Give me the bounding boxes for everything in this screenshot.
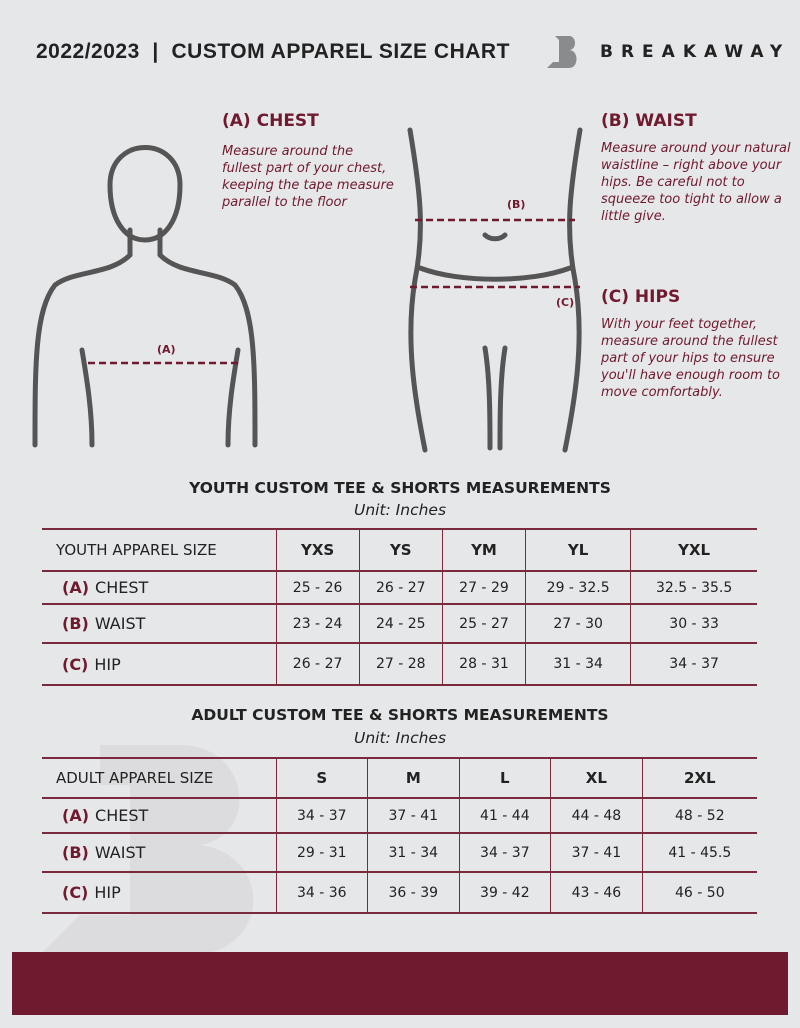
breakaway-logo-icon	[547, 36, 577, 68]
cell: 34 - 37	[275, 797, 368, 834]
row-header: ADULT APPAREL SIZE	[42, 757, 276, 799]
hips-marker: (C)	[556, 296, 575, 309]
row-label: (B) WAIST	[42, 832, 276, 873]
cell: 46 - 50	[641, 871, 757, 914]
table-row: (B) WAIST 29 - 31 31 - 34 34 - 37 37 - 41 41 …	[42, 832, 757, 873]
chest-guide-title: (A) CHEST	[222, 111, 319, 131]
cell: 27 - 30	[525, 603, 631, 644]
youth-section-title: YOUTH CUSTOM TEE & SHORTS MEASUREMENTS	[189, 479, 611, 497]
upper-body-figure	[32, 145, 258, 448]
row-header: YOUTH APPAREL SIZE	[42, 528, 276, 572]
waist-guide-text: Measure around your natural waistline – …	[601, 141, 791, 224]
size-column: M	[367, 757, 460, 799]
table-row: (A) CHEST 25 - 26 26 - 27 27 - 29 29 - 32.5 3…	[42, 570, 757, 605]
cell: 48 - 52	[641, 797, 757, 834]
page-title: 2022/2023 | CUSTOM APPAREL SIZE CHART	[36, 40, 510, 63]
footer-bar	[12, 952, 788, 1015]
adult-section-title: ADULT CUSTOM TEE & SHORTS MEASUREMENTS	[191, 706, 609, 724]
row-label: (C) HIP	[42, 642, 276, 686]
size-column: 2XL	[641, 757, 757, 799]
hips-guide-title: (C) HIPS	[601, 287, 681, 307]
cell: 32.5 - 35.5	[630, 570, 757, 605]
brand-name: BREAKAWAY	[600, 42, 791, 62]
cell: 34 - 36	[275, 871, 368, 914]
lower-body-figure	[407, 127, 583, 453]
youth-size-table: YOUTH APPAREL SIZE YXS YS YM YL YXL (A) C…	[42, 528, 757, 686]
row-label: (A) CHEST	[42, 570, 276, 605]
cell: 36 - 39	[367, 871, 460, 914]
size-column: YS	[358, 528, 443, 572]
size-column: YL	[525, 528, 631, 572]
cell: 26 - 27	[358, 570, 443, 605]
adult-unit: Unit: Inches	[353, 729, 447, 747]
cell: 23 - 24	[275, 603, 360, 644]
youth-unit: Unit: Inches	[353, 501, 447, 519]
chest-marker: (A)	[157, 343, 176, 356]
table-row: (B) WAIST 23 - 24 24 - 25 25 - 27 27 - 30 30 …	[42, 603, 757, 644]
row-label: (B) WAIST	[42, 603, 276, 644]
size-column: L	[458, 757, 551, 799]
waist-marker: (B)	[507, 198, 526, 211]
cell: 34 - 37	[630, 642, 757, 686]
cell: 30 - 33	[630, 603, 757, 644]
cell: 37 - 41	[367, 797, 460, 834]
cell: 28 - 31	[441, 642, 526, 686]
cell: 39 - 42	[458, 871, 551, 914]
cell: 44 - 48	[550, 797, 643, 834]
cell: 31 - 34	[367, 832, 460, 873]
cell: 29 - 32.5	[525, 570, 631, 605]
table-header-row: YOUTH APPAREL SIZE YXS YS YM YL YXL	[42, 528, 757, 572]
table-row: (C) HIP 26 - 27 27 - 28 28 - 31 31 - 34 34 - …	[42, 642, 757, 686]
size-column: YM	[441, 528, 526, 572]
cell: 37 - 41	[550, 832, 643, 873]
cell: 26 - 27	[275, 642, 360, 686]
row-label: (A) CHEST	[42, 797, 276, 834]
size-column: YXL	[630, 528, 757, 572]
cell: 41 - 44	[458, 797, 551, 834]
cell: 27 - 28	[358, 642, 443, 686]
table-row: (A) CHEST 34 - 37 37 - 41 41 - 44 44 - 48 48 …	[42, 797, 757, 834]
cell: 25 - 26	[275, 570, 360, 605]
cell: 24 - 25	[358, 603, 443, 644]
cell: 25 - 27	[441, 603, 526, 644]
cell: 34 - 37	[458, 832, 551, 873]
row-label: (C) HIP	[42, 871, 276, 914]
hips-guide-text: With your feet together, measure around …	[601, 317, 780, 400]
cell: 43 - 46	[550, 871, 643, 914]
size-column: S	[275, 757, 368, 799]
cell: 41 - 45.5	[641, 832, 757, 873]
chest-guide-text: Measure around the fullest part of your …	[222, 144, 394, 210]
adult-size-table: ADULT APPAREL SIZE S M L XL 2XL (A) CHEST…	[42, 757, 757, 914]
cell: 29 - 31	[275, 832, 368, 873]
cell: 27 - 29	[441, 570, 526, 605]
waist-guide-title: (B) WAIST	[601, 111, 697, 131]
table-row: (C) HIP 34 - 36 36 - 39 39 - 42 43 - 46 46 - …	[42, 871, 757, 914]
cell: 31 - 34	[525, 642, 631, 686]
size-column: YXS	[275, 528, 360, 572]
table-header-row: ADULT APPAREL SIZE S M L XL 2XL	[42, 757, 757, 799]
size-column: XL	[550, 757, 643, 799]
